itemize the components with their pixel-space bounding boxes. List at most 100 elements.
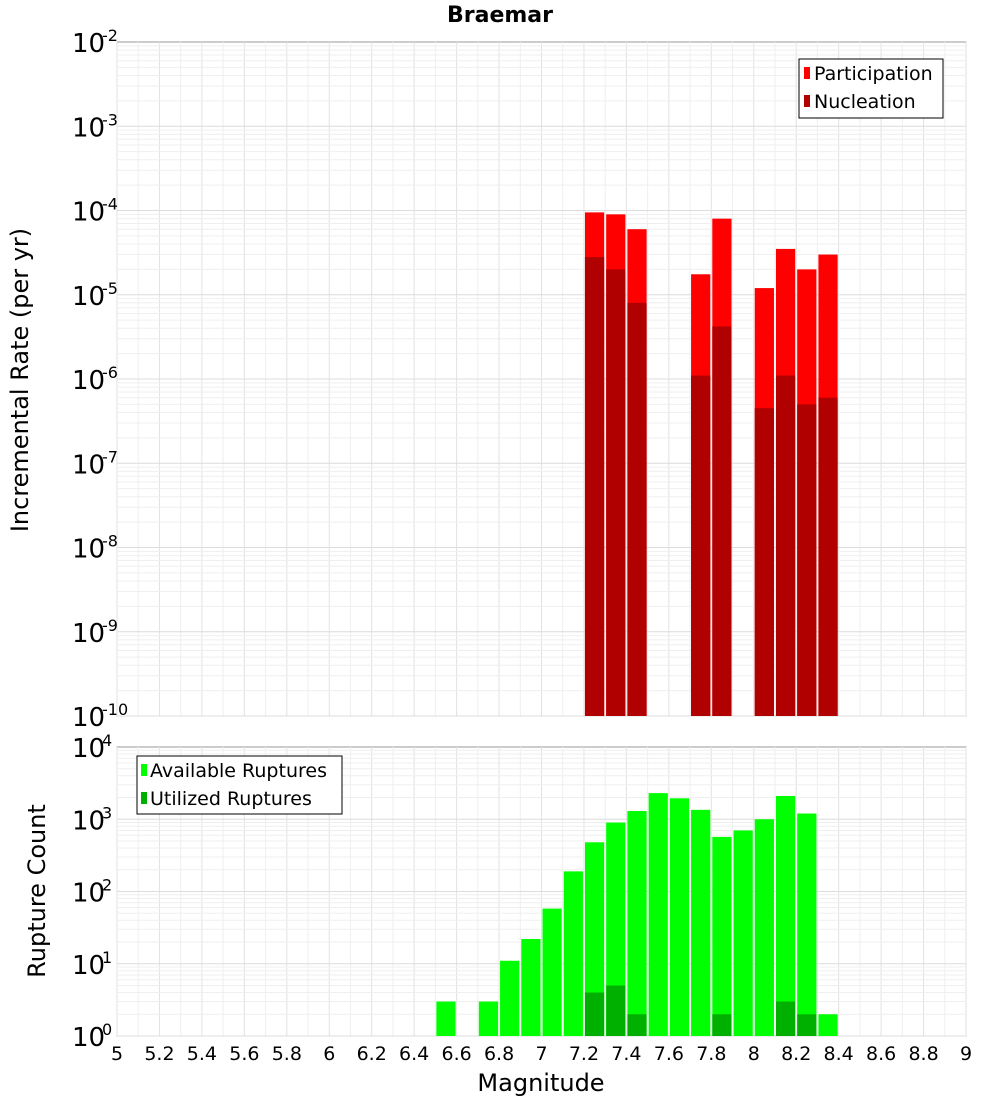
top-bar-nucleation	[627, 302, 647, 716]
x-tick-label: 5.8	[272, 1043, 302, 1065]
bottom-bar-utilized-ruptures	[797, 1014, 817, 1036]
top-ytick-base: 10	[72, 366, 105, 396]
top-bar-nucleation	[818, 397, 838, 716]
bottom-ytick-exponent: 0	[102, 1020, 112, 1039]
bottom-bar-available-ruptures	[436, 1001, 456, 1036]
bottom-legend: Available Ruptures Utilized Ruptures	[136, 755, 343, 815]
bottom-bar-available-ruptures	[584, 842, 605, 1036]
top-ytick-base: 10	[72, 198, 105, 228]
x-tick-label: 7.8	[696, 1043, 726, 1065]
bottom-bar-utilized-ruptures	[584, 992, 605, 1036]
x-tick-label: 6.8	[484, 1043, 514, 1065]
top-ytick-exponent: -10	[102, 700, 128, 719]
top-bar-nucleation	[775, 375, 796, 716]
x-tick-label: 8.4	[824, 1043, 854, 1065]
top-bar-nucleation	[754, 408, 774, 716]
top-ytick-exponent: -3	[102, 110, 118, 129]
top-ytick-exponent: -5	[102, 279, 118, 298]
bottom-bars	[436, 793, 838, 1036]
bottom-ytick-base: 10	[72, 734, 105, 764]
legend-participation-swatch	[804, 67, 810, 79]
legend-available-label: Available Ruptures	[150, 760, 327, 782]
top-ytick-exponent: -4	[102, 195, 118, 214]
top-bar-nucleation	[712, 326, 732, 716]
bottom-bar-available-ruptures	[775, 795, 796, 1036]
x-tick-label: 7.2	[569, 1043, 599, 1065]
top-ytick-exponent: -7	[102, 447, 118, 466]
top-legend: Participation Nucleation	[798, 58, 944, 119]
bottom-y-axis-label: Rupture Count	[23, 804, 51, 978]
bottom-bar-utilized-ruptures	[627, 1014, 647, 1036]
x-tick-label: 6.6	[441, 1043, 471, 1065]
bottom-bar-available-ruptures	[733, 830, 753, 1036]
top-ytick-exponent: -6	[102, 363, 118, 382]
bottom-bar-available-ruptures	[500, 960, 520, 1036]
x-tick-label: 7	[535, 1043, 547, 1065]
legend-nucleation-label: Nucleation	[814, 91, 916, 113]
bottom-bar-available-ruptures	[691, 809, 711, 1036]
bottom-bar-utilized-ruptures	[775, 1001, 796, 1036]
legend-participation-label: Participation	[814, 63, 933, 85]
legend-nucleation-swatch	[804, 95, 810, 107]
bottom-bar-available-ruptures	[818, 1014, 838, 1036]
x-tick-label: 7.6	[654, 1043, 684, 1065]
x-tick-label: 5.4	[187, 1043, 217, 1065]
x-tick-label: 8.2	[781, 1043, 811, 1065]
bottom-bar-available-ruptures	[606, 822, 626, 1036]
top-ytick-base: 10	[72, 450, 105, 480]
top-gridlines	[116, 42, 967, 717]
x-tick-label: 5.2	[144, 1043, 174, 1065]
x-tick-label: 9	[960, 1043, 972, 1065]
bottom-bar-available-ruptures	[542, 908, 562, 1036]
x-tick-label: 8.6	[866, 1043, 896, 1065]
x-tick-label: 5.6	[229, 1043, 259, 1065]
bottom-bar-available-ruptures	[712, 836, 732, 1036]
bottom-ytick-exponent: 2	[102, 876, 112, 895]
x-axis-label: Magnitude	[477, 1069, 604, 1097]
bottom-bar-available-ruptures	[797, 813, 817, 1036]
bottom-bar-available-ruptures	[669, 798, 690, 1036]
top-bar-nucleation	[606, 269, 626, 716]
top-ytick-exponent: -2	[102, 26, 118, 45]
x-tick-labels: 5 5.2 5.4 5.6 5.8 6 6.2 6.4 6.6 6.8 7 7.2 7.4 7.6 7.8 8…	[111, 1043, 972, 1065]
bottom-ytick-exponent: 3	[102, 803, 112, 822]
top-bar-nucleation	[691, 375, 711, 716]
bottom-ytick-base: 10	[72, 951, 105, 981]
top-bars	[584, 212, 838, 717]
legend-available-swatch	[141, 764, 147, 776]
x-tick-label: 5	[111, 1043, 123, 1065]
bottom-bar-available-ruptures	[521, 939, 541, 1036]
bottom-bar-utilized-ruptures	[606, 985, 626, 1036]
top-ytick-exponent: -9	[102, 616, 118, 635]
top-ytick-base: 10	[72, 703, 105, 733]
bottom-ytick-base: 10	[72, 806, 105, 836]
top-legend-box	[798, 58, 944, 119]
bottom-legend-box	[136, 755, 343, 815]
top-bar-nucleation	[584, 257, 605, 716]
x-tick-label: 7.4	[611, 1043, 641, 1065]
bottom-bar-available-ruptures	[478, 1001, 499, 1036]
x-tick-label: 6	[323, 1043, 335, 1065]
bottom-bar-available-ruptures	[754, 819, 774, 1036]
bottom-ytick-base: 10	[72, 879, 105, 909]
legend-utilized-label: Utilized Ruptures	[150, 788, 312, 810]
top-ytick-exponent: -8	[102, 532, 118, 551]
bottom-bar-available-ruptures	[648, 793, 668, 1036]
x-tick-label: 6.2	[357, 1043, 387, 1065]
top-ytick-base: 10	[72, 29, 105, 59]
top-ytick-base: 10	[72, 535, 105, 565]
bottom-ytick-exponent: 1	[102, 948, 112, 967]
bottom-ytick-base: 10	[72, 1023, 105, 1053]
chart-title: Braemar	[447, 3, 553, 28]
bottom-bar-utilized-ruptures	[712, 1014, 732, 1036]
bottom-ytick-exponent: 4	[102, 731, 112, 750]
bottom-bar-available-ruptures	[627, 811, 647, 1036]
top-ytick-base: 10	[72, 113, 105, 143]
top-y-axis-label: Incremental Rate (per yr)	[6, 228, 34, 532]
top-bar-nucleation	[797, 404, 817, 716]
